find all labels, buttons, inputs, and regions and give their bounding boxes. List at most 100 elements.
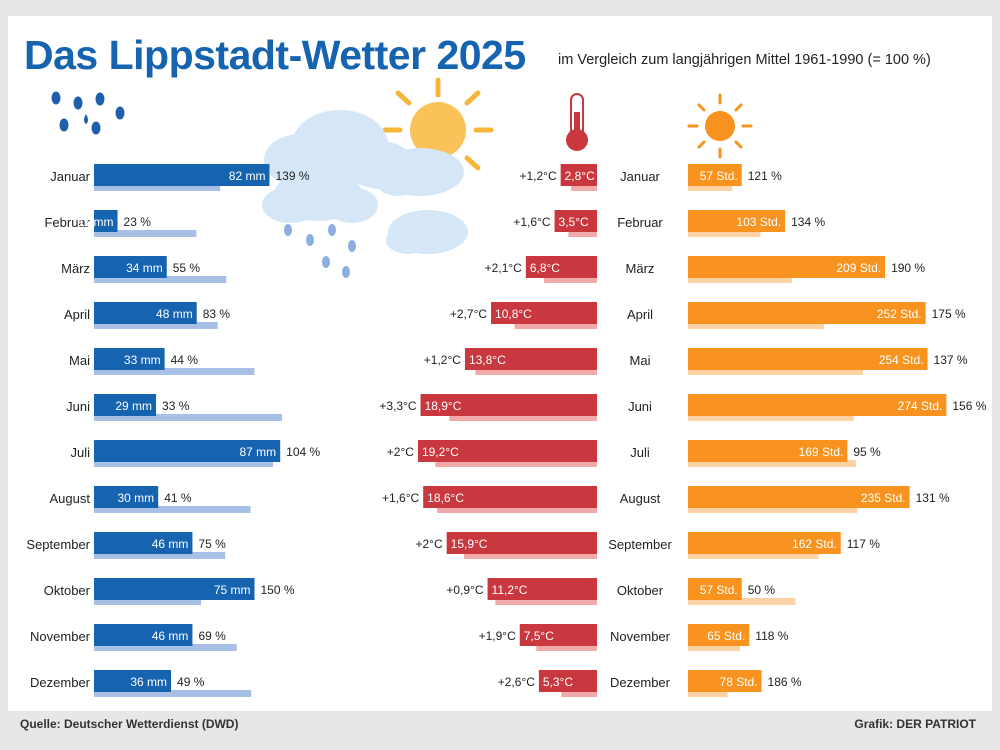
temperature-reference-bar: [561, 690, 597, 697]
rain-bar: [94, 210, 118, 232]
temperature-reference-bar: [568, 230, 597, 237]
rain-month-label: November: [30, 629, 91, 644]
raindrops-icon: [51, 91, 125, 135]
sun-percent-label: 95 %: [853, 445, 881, 459]
temperature-reference-bar: [544, 276, 597, 283]
sun-bar: [688, 486, 910, 508]
rain-month-label: Dezember: [30, 675, 91, 690]
rain-month-label: Oktober: [44, 583, 91, 598]
temperature-value-label: 11,2°C: [492, 583, 528, 597]
rain-reference-bar: [94, 644, 237, 651]
temperature-bar: [491, 302, 597, 324]
temperature-value-label: 5,3°C: [543, 675, 573, 689]
sun-value-label: 254 Std.: [879, 353, 924, 367]
temperature-deviation-label: +1,2°C: [424, 353, 461, 367]
rain-percent-label: 83 %: [203, 307, 231, 321]
temperature-reference-bar: [464, 552, 597, 559]
temperature-deviation-label: +1,6°C: [513, 215, 550, 229]
rain-value-label: 29 mm: [115, 399, 152, 413]
rain-percent-label: 33 %: [162, 399, 190, 413]
sun-reference-bar: [688, 506, 858, 513]
temperature-reference-bar: [437, 506, 597, 513]
rain-percent-label: 75 %: [198, 537, 226, 551]
page-subtitle: im Vergleich zum langjährigen Mittel 196…: [558, 52, 931, 68]
sun-month-label: September: [608, 537, 672, 552]
temperature-deviation-label: +1,6°C: [382, 491, 419, 505]
sun-reference-bar: [688, 230, 761, 237]
rain-percent-label: 55 %: [173, 261, 201, 275]
rain-bar: [94, 348, 165, 370]
sun-reference-bar: [688, 368, 863, 375]
rain-bar: [94, 440, 281, 462]
rain-month-label: August: [50, 491, 91, 506]
sun-reference-bar: [688, 690, 728, 697]
sun-value-label: 57 Std.: [700, 169, 738, 183]
rain-reference-bar: [94, 230, 197, 237]
page-title: Das Lippstadt-Wetter 2025: [24, 32, 526, 78]
sun-value-label: 78 Std.: [720, 675, 758, 689]
sun-month-label: Februar: [617, 215, 663, 230]
temperature-deviation-label: +2°C: [416, 537, 443, 551]
sun-value-label: 65 Std.: [707, 629, 745, 643]
sun-value-label: 274 Std.: [898, 399, 943, 413]
temperature-value-label: 3,5°C: [559, 215, 589, 229]
rain-percent-label: 44 %: [171, 353, 199, 367]
sun-month-label: Juni: [628, 399, 652, 414]
rain-reference-bar: [94, 460, 274, 467]
temperature-bar: [487, 578, 597, 600]
rain-bar: [94, 532, 193, 554]
temperature-deviation-label: +0,9°C: [446, 583, 483, 597]
rain-month-label: Mai: [69, 353, 90, 368]
sun-month-label: März: [626, 261, 655, 276]
sun-month-label: Mai: [630, 353, 651, 368]
source-note: Quelle: Deutscher Wetterdienst (DWD): [20, 717, 239, 731]
sun-value-label: 103 Std.: [736, 215, 781, 229]
rain-percent-label: 41 %: [164, 491, 192, 505]
rain-reference-bar: [94, 506, 251, 513]
rain-bar: [94, 578, 255, 600]
rain-reference-bar: [94, 276, 227, 283]
rain-reference-bar: [94, 368, 255, 375]
rain-value-label: 34 mm: [126, 261, 163, 275]
rain-month-label: September: [26, 537, 90, 552]
rain-month-label: Februar: [44, 215, 90, 230]
rain-month-label: Juli: [70, 445, 90, 460]
rain-month-label: Juni: [66, 399, 90, 414]
temperature-reference-bar: [475, 368, 597, 375]
sun-percent-label: 131 %: [916, 491, 950, 505]
rain-value-label: 33 mm: [124, 353, 161, 367]
temperature-deviation-label: +1,9°C: [479, 629, 516, 643]
sun-bar: [688, 302, 926, 324]
sun-bar: [688, 210, 786, 232]
cloud-sun-rain-icon: [262, 77, 494, 278]
sun-percent-label: 186 %: [768, 675, 802, 689]
temperature-value-label: 10,8°C: [495, 307, 532, 321]
sun-bar: [688, 578, 742, 600]
sun-month-label: Oktober: [617, 583, 664, 598]
rain-value-label: 48 mm: [156, 307, 193, 321]
rain-reference-bar: [94, 184, 221, 191]
rain-percent-label: 104 %: [286, 445, 320, 459]
rain-value-label: 11 mm: [78, 215, 114, 229]
temperature-reference-bar: [536, 644, 597, 651]
sun-value-label: 57 Std.: [700, 583, 738, 597]
sun-reference-bar: [688, 322, 824, 329]
temperature-reference-bar: [495, 598, 597, 605]
rain-reference-bar: [94, 322, 218, 329]
temperature-bar: [554, 210, 597, 232]
temperature-deviation-label: +1,2°C: [519, 169, 556, 183]
credit-note: Grafik: DER PATRIOT: [854, 717, 976, 731]
rain-percent-label: 69 %: [198, 629, 226, 643]
sun-bar: [688, 348, 928, 370]
rain-reference-bar: [94, 690, 252, 697]
sun-month-label: August: [620, 491, 661, 506]
rain-reference-bar: [94, 552, 226, 559]
rain-reference-bar: [94, 414, 283, 421]
rain-bar: [94, 486, 159, 508]
sun-percent-label: 137 %: [934, 353, 968, 367]
temperature-reference-bar: [449, 414, 597, 421]
rain-month-label: April: [64, 307, 90, 322]
rain-month-label: Januar: [50, 169, 90, 184]
